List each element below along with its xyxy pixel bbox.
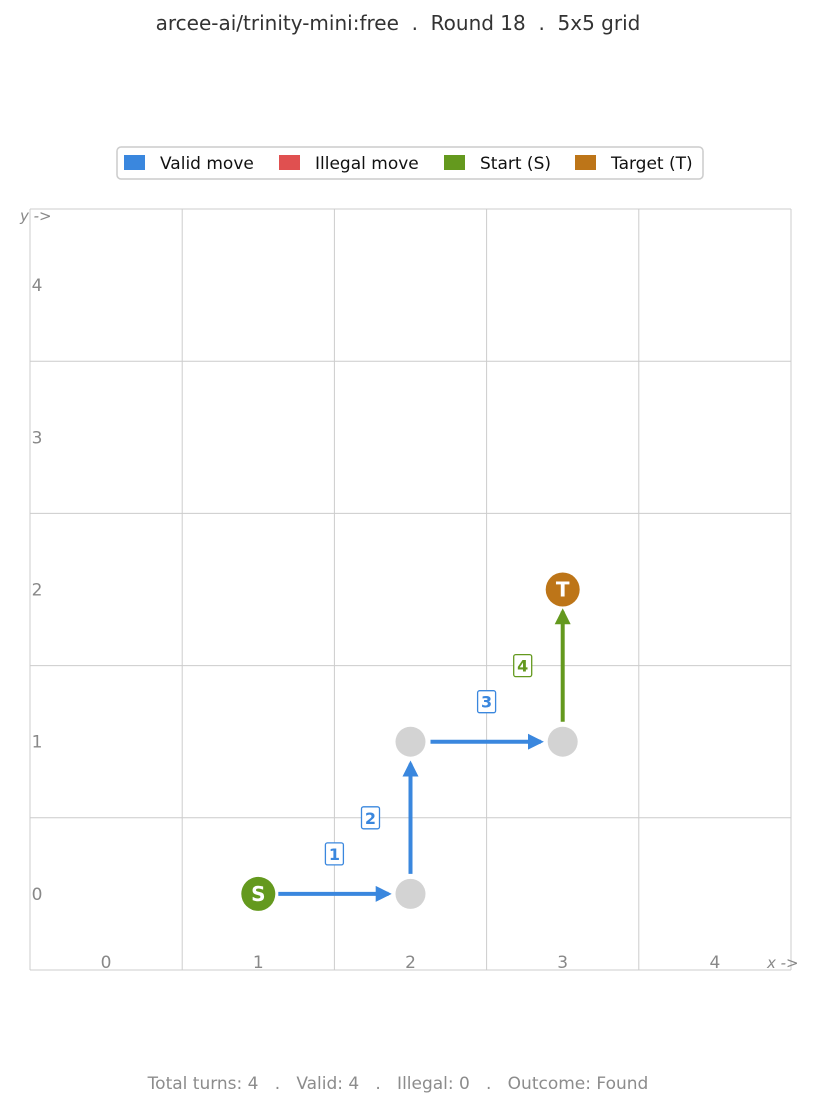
target-marker	[545, 572, 580, 607]
step-number: 4	[517, 657, 528, 676]
move-step-badge: 2	[360, 806, 381, 830]
step-badge-frame	[476, 690, 497, 714]
y-tick-label: 1	[32, 733, 43, 753]
x-tick-label: 0	[101, 953, 112, 973]
x-axis-label: x ->	[766, 954, 799, 972]
move-step-badge: 4	[513, 653, 533, 678]
legend: Valid move Illegal move Start (S) Target (T…	[116, 146, 704, 180]
legend-label: Target (T)	[610, 154, 693, 174]
step-badge-frame	[513, 653, 533, 678]
move-step-badge: 1	[324, 842, 345, 866]
start-label: S	[251, 882, 265, 906]
legend-label: Start (S)	[480, 154, 551, 174]
visited-cell-marker	[395, 726, 426, 757]
y-tick-label: 4	[32, 276, 43, 296]
y-tick-label: 0	[32, 885, 43, 905]
step-number: 2	[365, 809, 376, 828]
move-step-badge: 3	[476, 690, 497, 714]
legend-swatch	[279, 155, 300, 170]
step-badge-frame	[324, 842, 345, 866]
legend-swatch	[444, 155, 465, 170]
x-tick-label: 1	[253, 953, 264, 973]
legend-frame	[116, 146, 704, 180]
legend-label: Illegal move	[315, 154, 419, 174]
y-axis-label: y ->	[19, 207, 52, 225]
legend-swatch	[575, 155, 596, 170]
legend-swatch	[124, 155, 145, 170]
y-tick-label: 2	[32, 581, 43, 601]
legend-label: Valid move	[160, 154, 254, 174]
x-tick-label: 2	[405, 953, 416, 973]
visited-cell-marker	[395, 878, 426, 909]
visited-cell-marker	[547, 726, 578, 757]
target-label: T	[556, 578, 570, 602]
summary-footer: Total turns: 4 . Valid: 4 . Illegal: 0 .…	[147, 1074, 649, 1094]
x-tick-label: 3	[557, 953, 568, 973]
step-badge-frame	[360, 806, 381, 830]
step-number: 3	[481, 693, 492, 712]
x-tick-label: 4	[709, 953, 720, 973]
y-tick-label: 3	[32, 428, 43, 448]
chart-title: arcee-ai/trinity-mini:free . Round 18 . …	[155, 11, 641, 35]
step-number: 1	[329, 845, 340, 864]
start-marker	[241, 876, 276, 911]
